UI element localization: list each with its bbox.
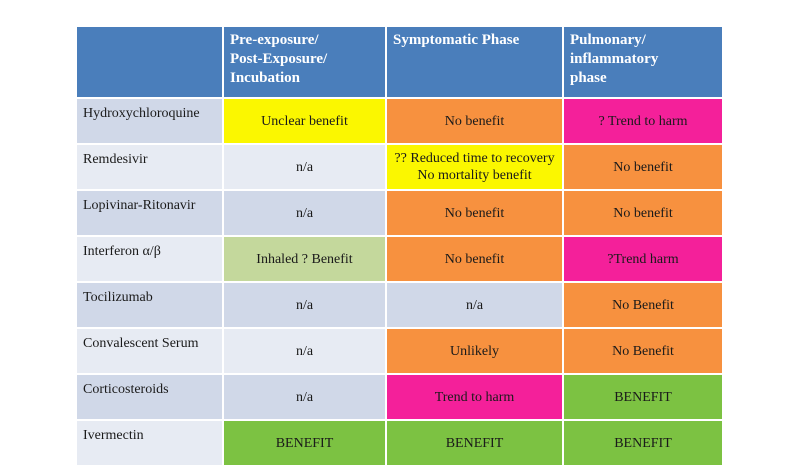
row-label: Remdesivir [75, 143, 224, 191]
column-header: Symptomatic Phase [385, 25, 564, 99]
cell: ? Trend to harm [562, 97, 724, 145]
column-header: Pulmonary/ inflammatory phase [562, 25, 724, 99]
cell: No Benefit [562, 281, 724, 329]
cell: No benefit [385, 235, 564, 283]
cell: n/a [222, 327, 387, 375]
cell: n/a [222, 189, 387, 237]
row-label: Corticosteroids [75, 373, 224, 421]
cell: n/a [222, 281, 387, 329]
row-label: Lopivinar-Ritonavir [75, 189, 224, 237]
cell: ?? Reduced time to recovery No mortality… [385, 143, 564, 191]
header-row: Pre-exposure/ Post-Exposure/ Incubation S… [75, 25, 724, 99]
row-label: Tocilizumab [75, 281, 224, 329]
table-row: Interferon α/β Inhaled ? Benefit No benefi… [75, 235, 724, 283]
table-row: Ivermectin BENEFIT BENEFIT BENEFIT [75, 419, 724, 467]
cell: BENEFIT [385, 419, 564, 467]
table-row: Lopivinar-Ritonavir n/a No benefit No benef… [75, 189, 724, 237]
cell: BENEFIT [562, 419, 724, 467]
table-body: Hydroxychloroquine Unclear benefit No bene… [75, 97, 724, 467]
table-row: Convalescent Serum n/a Unlikely No Benefit [75, 327, 724, 375]
cell: ?Trend harm [562, 235, 724, 283]
cell: No benefit [385, 189, 564, 237]
column-header: Pre-exposure/ Post-Exposure/ Incubation [222, 25, 387, 99]
cell: Unlikely [385, 327, 564, 375]
cell: n/a [222, 373, 387, 421]
cell: No benefit [562, 189, 724, 237]
row-label: Convalescent Serum [75, 327, 224, 375]
cell: n/a [385, 281, 564, 329]
table-row: Hydroxychloroquine Unclear benefit No bene… [75, 97, 724, 145]
cell: Inhaled ? Benefit [222, 235, 387, 283]
cell: BENEFIT [562, 373, 724, 421]
row-label: Interferon α/β [75, 235, 224, 283]
table-row: Tocilizumab n/a n/a No Benefit [75, 281, 724, 329]
cell: No Benefit [562, 327, 724, 375]
table-row: Corticosteroids n/a Trend to harm BENEFIT [75, 373, 724, 421]
row-label: Hydroxychloroquine [75, 97, 224, 145]
cell: Unclear benefit [222, 97, 387, 145]
cell: n/a [222, 143, 387, 191]
cell: Trend to harm [385, 373, 564, 421]
row-label: Ivermectin [75, 419, 224, 467]
cell: BENEFIT [222, 419, 387, 467]
therapy-table: Pre-exposure/ Post-Exposure/ Incubation S… [75, 25, 724, 467]
corner-cell [75, 25, 224, 99]
page: Pre-exposure/ Post-Exposure/ Incubation S… [75, 25, 724, 467]
cell: No benefit [385, 97, 564, 145]
cell: No benefit [562, 143, 724, 191]
table-row: Remdesivir n/a?? Reduced time to recovery… [75, 143, 724, 191]
